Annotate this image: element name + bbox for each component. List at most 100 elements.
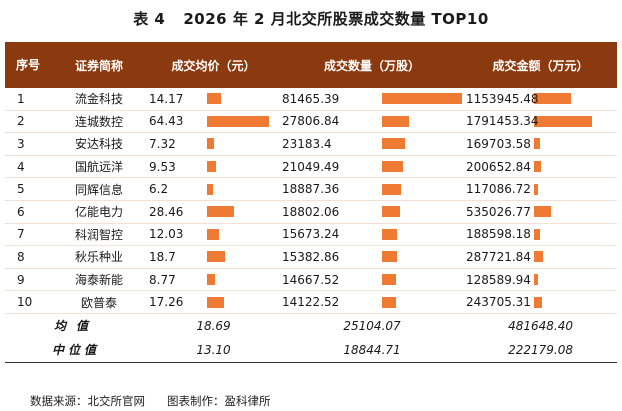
row-index: 3 bbox=[5, 132, 51, 156]
table-number: 表 4 bbox=[133, 10, 166, 28]
amount-bar-cell bbox=[532, 177, 618, 201]
volume-bar-cell bbox=[380, 155, 465, 179]
table-row: 9 海泰新能 8.77 14667.52 128589.94 bbox=[5, 268, 618, 292]
median-row: 中位值 13.10 18844.71 222179.08 bbox=[5, 337, 618, 363]
volume-bar-cell bbox=[380, 177, 465, 201]
price-bar-cell bbox=[205, 245, 281, 269]
trade-amount: 1791453.34 bbox=[464, 110, 539, 134]
avg-price: 12.03 bbox=[147, 223, 205, 247]
table-title: 表 4 2026 年 2 月北交所股票成交数量 TOP10 bbox=[0, 8, 622, 29]
price-bar-cell bbox=[205, 132, 281, 156]
price-bar-cell bbox=[205, 200, 281, 224]
row-index: 2 bbox=[5, 110, 51, 134]
median-amount: 222179.08 bbox=[464, 337, 618, 363]
security-name: 海泰新能 bbox=[51, 268, 147, 292]
trade-amount: 535026.77 bbox=[464, 200, 533, 224]
volume-bar-cell bbox=[380, 110, 465, 134]
trade-volume: 14667.52 bbox=[280, 268, 381, 292]
median-volume: 18844.71 bbox=[280, 337, 465, 363]
avg-price: 8.77 bbox=[147, 268, 205, 292]
price-bar bbox=[207, 183, 213, 195]
amount-bar bbox=[534, 161, 541, 173]
table-row: 4 国航远洋 9.53 21049.49 200652.84 bbox=[5, 155, 618, 179]
volume-bar bbox=[382, 274, 397, 286]
volume-bar-cell bbox=[380, 88, 465, 111]
volume-bar bbox=[382, 161, 403, 173]
amount-bar bbox=[534, 115, 593, 127]
amount-bar-cell bbox=[532, 110, 618, 134]
avg-price: 17.26 bbox=[147, 290, 205, 314]
price-bar bbox=[207, 296, 224, 308]
header-name: 证券简称 bbox=[51, 42, 147, 88]
header-amount: 成交金额（万元） bbox=[464, 42, 618, 88]
avg-price: 18.7 bbox=[147, 245, 205, 269]
mean-row: 均值 18.69 25104.07 481648.40 bbox=[5, 312, 618, 338]
volume-bar bbox=[382, 138, 405, 150]
row-index: 1 bbox=[5, 88, 51, 111]
table-row: 3 安达科技 7.32 23183.4 169703.58 bbox=[5, 132, 618, 156]
security-name: 亿能电力 bbox=[51, 200, 147, 224]
data-source: 数据来源：北交所官网 bbox=[30, 394, 145, 408]
header-price: 成交均价（元） bbox=[147, 42, 281, 88]
avg-price: 14.17 bbox=[147, 88, 205, 111]
row-index: 9 bbox=[5, 268, 51, 292]
amount-bar-cell bbox=[532, 268, 618, 292]
price-bar bbox=[207, 251, 225, 263]
avg-price: 9.53 bbox=[147, 155, 205, 179]
price-bar-cell bbox=[205, 268, 281, 292]
price-bar bbox=[207, 228, 219, 240]
median-price: 13.10 bbox=[147, 337, 281, 363]
row-index: 5 bbox=[5, 177, 51, 201]
table-row: 2 连城数控 64.43 27806.84 1791453.34 bbox=[5, 110, 618, 134]
security-name: 安达科技 bbox=[51, 132, 147, 156]
table-row: 10 欧普泰 17.26 14122.52 243705.31 bbox=[5, 290, 618, 314]
amount-bar bbox=[534, 206, 552, 218]
table-row: 1 流金科技 14.17 81465.39 1153945.48 bbox=[5, 88, 618, 111]
security-name: 流金科技 bbox=[51, 88, 147, 111]
amount-bar bbox=[534, 183, 538, 195]
row-index: 6 bbox=[5, 200, 51, 224]
mean-label: 均值 bbox=[5, 312, 147, 338]
price-bar bbox=[207, 93, 221, 105]
volume-bar-cell bbox=[380, 223, 465, 247]
volume-bar-cell bbox=[380, 200, 465, 224]
price-bar bbox=[207, 206, 235, 218]
row-index: 7 bbox=[5, 223, 51, 247]
trade-volume: 14122.52 bbox=[280, 290, 381, 314]
security-name: 科润智控 bbox=[51, 223, 147, 247]
security-name: 欧普泰 bbox=[51, 290, 147, 314]
trade-volume: 23183.4 bbox=[280, 132, 381, 156]
row-index: 4 bbox=[5, 155, 51, 179]
trade-volume: 18887.36 bbox=[280, 177, 381, 201]
trade-amount: 117086.72 bbox=[464, 177, 533, 201]
avg-price: 7.32 bbox=[147, 132, 205, 156]
header-index: 序号 bbox=[5, 42, 51, 88]
security-name: 同辉信息 bbox=[51, 177, 147, 201]
amount-bar bbox=[534, 228, 541, 240]
footer: 数据来源：北交所官网 图表制作：盈科律所 bbox=[30, 393, 293, 409]
amount-bar bbox=[534, 251, 544, 263]
trade-amount: 287721.84 bbox=[464, 245, 533, 269]
amount-bar-cell bbox=[532, 290, 618, 314]
mean-amount: 481648.40 bbox=[464, 312, 618, 338]
amount-bar bbox=[534, 296, 542, 308]
table-caption: 2026 年 2 月北交所股票成交数量 TOP10 bbox=[183, 10, 489, 28]
table-row: 8 秋乐种业 18.7 15382.86 287721.84 bbox=[5, 245, 618, 269]
volume-bar bbox=[382, 93, 463, 105]
volume-bar bbox=[382, 206, 401, 218]
trade-volume: 81465.39 bbox=[280, 88, 381, 111]
amount-bar-cell bbox=[532, 200, 618, 224]
amount-bar-cell bbox=[532, 88, 618, 111]
security-name: 连城数控 bbox=[51, 110, 147, 134]
volume-bar-cell bbox=[380, 290, 465, 314]
top10-volume-table: 序号 证券简称 成交均价（元） 成交数量（万股） 成交金额（万元） 1 流金科技 1… bbox=[5, 42, 618, 363]
trade-volume: 18802.06 bbox=[280, 200, 381, 224]
price-bar-cell bbox=[205, 223, 281, 247]
security-name: 国航远洋 bbox=[51, 155, 147, 179]
price-bar-cell bbox=[205, 290, 281, 314]
avg-price: 64.43 bbox=[147, 110, 205, 134]
amount-bar-cell bbox=[532, 223, 618, 247]
price-bar bbox=[207, 138, 215, 150]
security-name: 秋乐种业 bbox=[51, 245, 147, 269]
price-bar-cell bbox=[205, 110, 281, 134]
